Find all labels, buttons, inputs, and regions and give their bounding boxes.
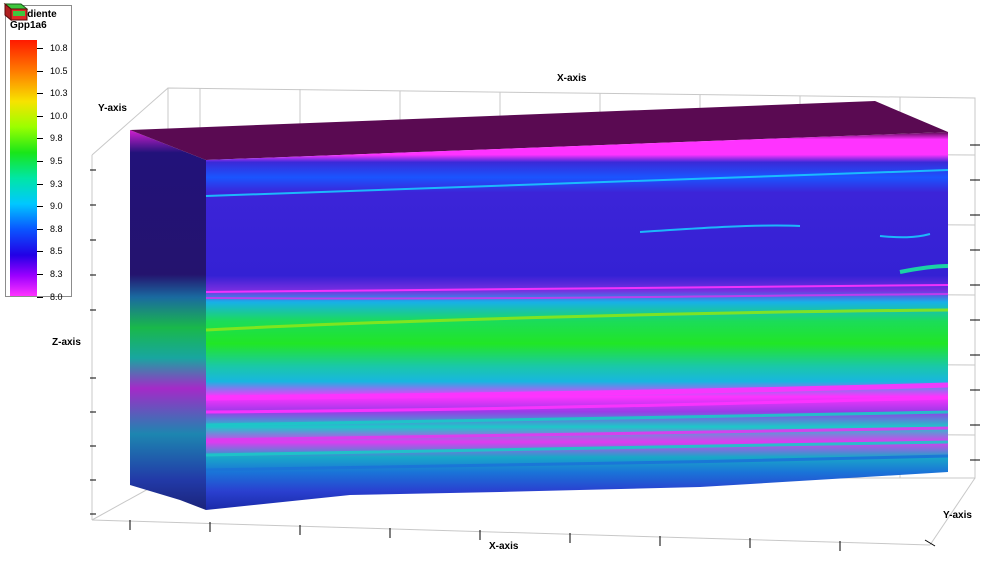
legend-tick [37, 183, 43, 185]
z-axis-label: Z-axis [52, 337, 81, 348]
volume-top-face [130, 101, 948, 160]
legend-tick [37, 161, 43, 162]
y-axis-label-left: Y-axis [98, 103, 127, 114]
legend-color-bar [10, 40, 37, 296]
legend-tick-label: 8.8 [50, 223, 63, 234]
legend-tick-label: 8.0 [50, 291, 63, 302]
legend-tick-label: 9.8 [50, 133, 63, 144]
legend-tick-label: 9.0 [50, 201, 63, 212]
x-axis-label-top: X-axis [557, 73, 587, 84]
legend-tick-label: 10.8 [50, 43, 68, 53]
legend-tick-label: 9.3 [50, 178, 63, 189]
legend-tick [37, 206, 43, 208]
legend-tick [37, 115, 43, 117]
legend-tick [37, 251, 43, 253]
legend-tick [37, 138, 43, 140]
x-axis-label-bottom: X-axis [489, 541, 519, 552]
y-axis-label-right: Y-axis [943, 510, 972, 521]
legend-tick [37, 296, 43, 298]
legend-tick-label: 9.5 [50, 156, 63, 166]
legend-tick-label: 10.3 [50, 88, 68, 99]
legend-tick [37, 274, 43, 275]
color-legend: Gradiente Gpp1a6 10.8 10.5 10.3 10.0 9.8 9.5 9… [5, 5, 72, 302]
legend-tick-label: 10.5 [50, 65, 68, 76]
legend-tick-label: 8.5 [50, 246, 63, 257]
axis-ticks [90, 144, 980, 551]
navigation-cube-icon[interactable] [0, 0, 34, 22]
legend-tick-label: 8.3 [50, 269, 63, 279]
legend-tick [37, 70, 43, 72]
legend-tick [37, 48, 43, 49]
volume-side-face [130, 130, 206, 510]
legend-subtitle: Gpp1a6 [10, 20, 47, 31]
legend-title: Gradiente [10, 9, 57, 20]
strata-streaks [205, 169, 949, 472]
legend-tick [37, 93, 43, 95]
legend-tick [37, 228, 43, 230]
legend-tick-label: 10.0 [50, 110, 68, 121]
